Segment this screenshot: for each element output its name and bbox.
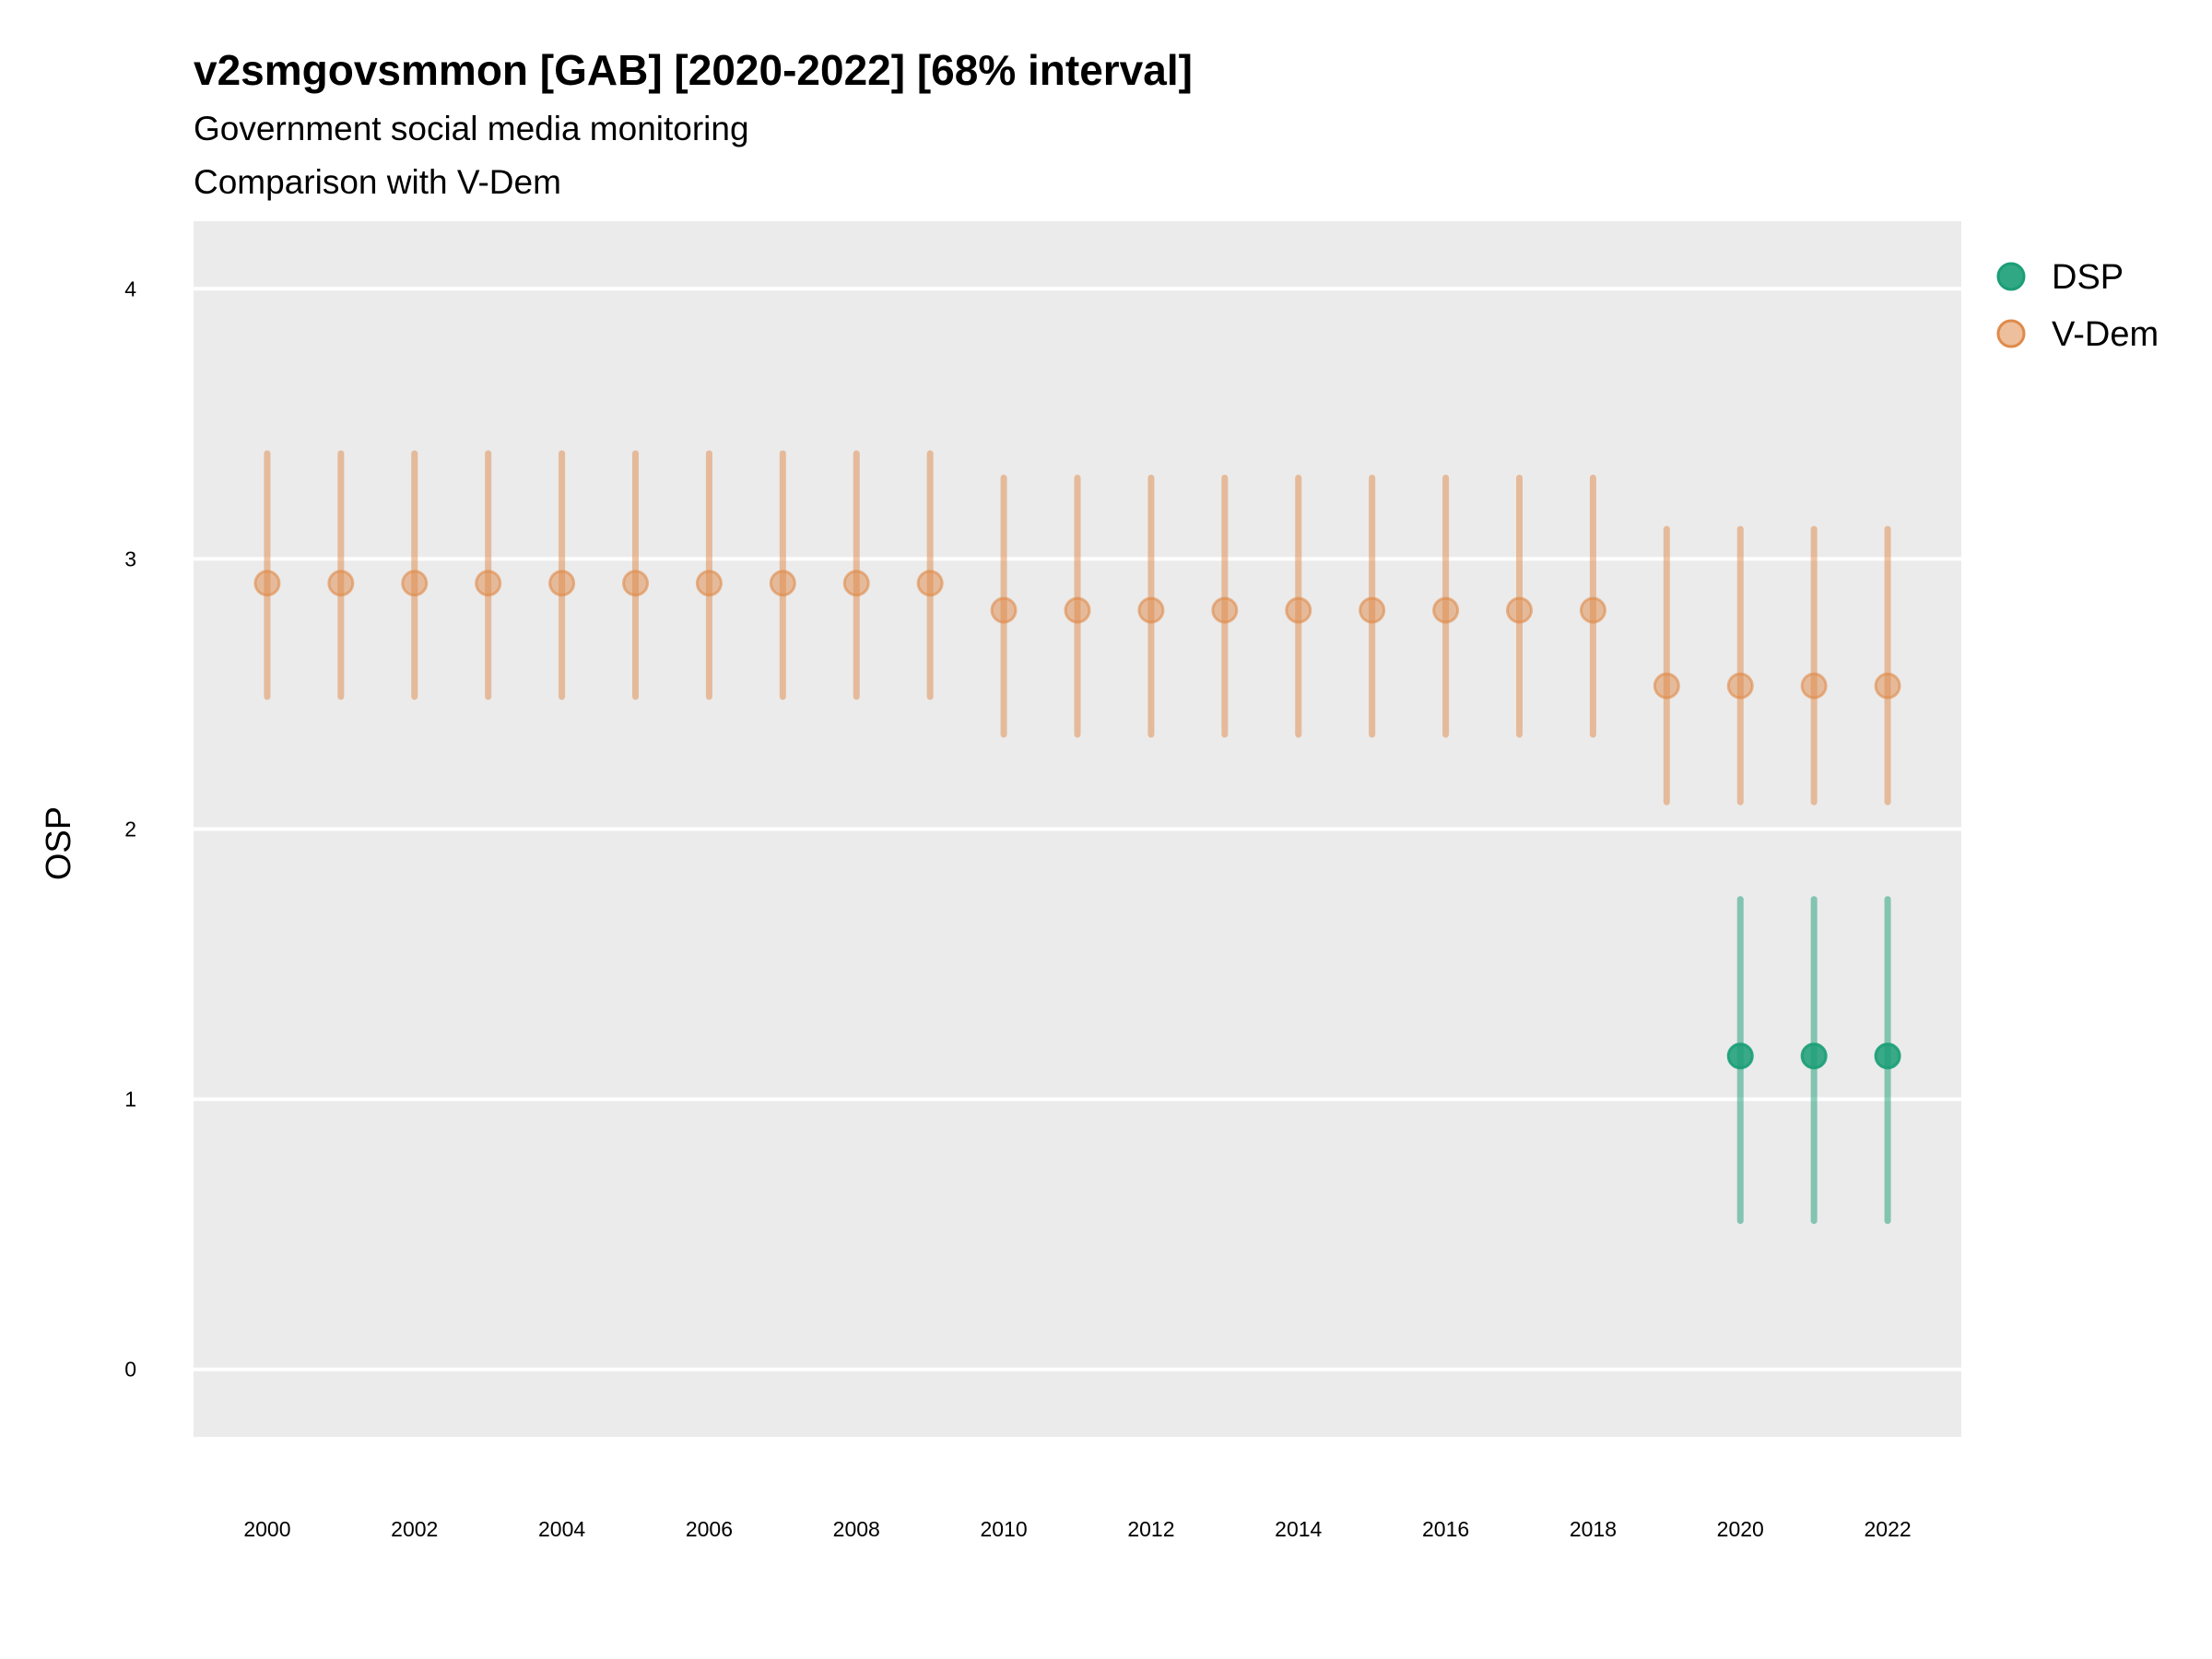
x-tick-label: 2004 (538, 1517, 585, 1541)
point-v-dem (1432, 596, 1460, 624)
point-v-dem (1874, 672, 1901, 700)
point-v-dem (1359, 596, 1386, 624)
y-tick-label: 2 (124, 818, 136, 841)
point-v-dem (1800, 672, 1828, 700)
point-v-dem (1726, 672, 1754, 700)
x-tick-label: 2006 (686, 1517, 733, 1541)
y-tick-label: 1 (124, 1088, 136, 1112)
point-v-dem (1211, 596, 1239, 624)
point-v-dem (842, 570, 870, 597)
x-tick-label: 2012 (1127, 1517, 1174, 1541)
point-v-dem (475, 570, 502, 597)
legend-label-dsp: DSP (2052, 258, 2124, 297)
x-tick-label: 2002 (391, 1517, 438, 1541)
x-tick-label: 2000 (243, 1517, 290, 1541)
y-tick-label: 3 (124, 547, 136, 571)
y-tick-label: 0 (124, 1358, 136, 1382)
x-tick-label: 2010 (980, 1517, 1027, 1541)
point-v-dem (1506, 596, 1533, 624)
legend-key-dsp (1996, 262, 2026, 291)
y-axis-label: OSP (40, 806, 78, 880)
point-v-dem (990, 596, 1018, 624)
point-v-dem (253, 570, 281, 597)
point-v-dem (1579, 596, 1606, 624)
point-dsp (1874, 1042, 1901, 1070)
x-tick-label: 2018 (1570, 1517, 1617, 1541)
point-v-dem (1285, 596, 1312, 624)
chart-subtitle-line-1: Government social media monitoring (194, 110, 749, 147)
point-dsp (1726, 1042, 1754, 1070)
x-tick-label: 2008 (833, 1517, 880, 1541)
point-v-dem (1064, 596, 1091, 624)
chart-subtitle-line-2: Comparison with V-Dem (194, 163, 561, 201)
x-tick-label: 2016 (1422, 1517, 1469, 1541)
y-tick-label: 4 (124, 276, 136, 300)
x-tick-label: 2014 (1275, 1517, 1322, 1541)
x-tick-label: 2020 (1717, 1517, 1764, 1541)
point-v-dem (769, 570, 796, 597)
point-v-dem (1653, 672, 1680, 700)
point-v-dem (695, 570, 723, 597)
legend-label-v-dem: V-Dem (2052, 315, 2159, 354)
point-v-dem (548, 570, 576, 597)
x-tick-label: 2022 (1864, 1517, 1911, 1541)
chart-title: v2smgovsmmon [GAB] [2020-2022] [68% inte… (194, 46, 1193, 94)
point-dsp (1800, 1042, 1828, 1070)
legend-key-v-dem (1996, 319, 2026, 348)
point-v-dem (327, 570, 355, 597)
point-v-dem (1137, 596, 1165, 624)
point-v-dem (916, 570, 944, 597)
point-v-dem (622, 570, 649, 597)
point-v-dem (401, 570, 429, 597)
